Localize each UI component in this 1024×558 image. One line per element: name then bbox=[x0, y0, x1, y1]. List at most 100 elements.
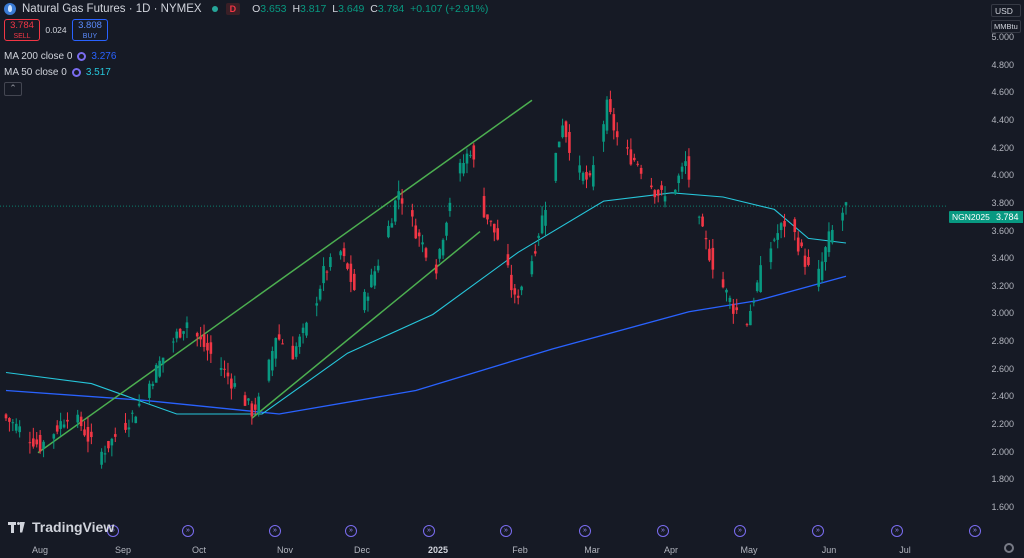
candle-body bbox=[831, 229, 834, 243]
candle-body bbox=[424, 248, 428, 258]
candle-body bbox=[206, 342, 209, 351]
candle-body bbox=[390, 223, 394, 228]
candle-body bbox=[223, 368, 226, 370]
candle-body bbox=[653, 190, 657, 198]
price-plot[interactable] bbox=[0, 0, 948, 540]
tradingview-logo[interactable]: TradingView bbox=[8, 519, 114, 535]
candle-body bbox=[516, 295, 520, 298]
event-marker-icon[interactable]: » bbox=[107, 525, 119, 537]
session-badge[interactable]: D bbox=[225, 3, 241, 15]
ma200-label: MA 200 close 0 bbox=[4, 51, 73, 62]
candle-body bbox=[66, 419, 69, 422]
candle-body bbox=[346, 263, 349, 269]
event-marker-icon[interactable]: » bbox=[734, 525, 746, 537]
candle-body bbox=[554, 152, 558, 181]
candle-body bbox=[230, 378, 233, 389]
event-marker-icon[interactable]: » bbox=[423, 525, 435, 537]
buy-button[interactable]: 3.808 BUY bbox=[72, 19, 108, 41]
candle-body bbox=[759, 265, 762, 293]
candle-body bbox=[52, 434, 56, 439]
candle-body bbox=[151, 383, 155, 386]
settings-icon[interactable] bbox=[77, 52, 87, 61]
candle-body bbox=[202, 334, 206, 347]
price-tick-label: 4.600 bbox=[991, 87, 1014, 98]
candle-body bbox=[510, 274, 513, 291]
candle-body bbox=[277, 334, 281, 340]
candle-body bbox=[103, 453, 107, 455]
event-marker-icon[interactable]: » bbox=[969, 525, 981, 537]
candle-body bbox=[755, 282, 759, 291]
candle-body bbox=[796, 237, 800, 252]
event-marker-icon[interactable]: » bbox=[269, 525, 281, 537]
event-marker-icon[interactable]: » bbox=[345, 525, 357, 537]
unit-button[interactable]: MMBtu bbox=[991, 20, 1021, 33]
candle-body bbox=[520, 286, 523, 291]
price-axis[interactable]: 5.000 4.800 4.600 4.400 4.200 4.000 3.800 3.600… bbox=[948, 0, 1024, 540]
candle-body bbox=[687, 156, 691, 180]
trade-panel: 3.784 SELL 0.024 3.808 BUY bbox=[4, 19, 108, 41]
price-tick-label: 2.400 bbox=[991, 391, 1014, 402]
candle-body bbox=[841, 212, 844, 221]
candle-body bbox=[482, 196, 486, 218]
candle-body bbox=[281, 343, 284, 345]
candle-body bbox=[185, 322, 189, 329]
ma200-legend[interactable]: MA 200 close 0 3.276 bbox=[4, 51, 116, 62]
candle-body bbox=[339, 251, 342, 256]
change-readout: +0.107 (+2.91%) bbox=[410, 3, 489, 15]
event-marker-icon[interactable]: » bbox=[657, 525, 669, 537]
candle-body bbox=[704, 237, 708, 240]
candle-body bbox=[824, 247, 827, 263]
currency-button[interactable]: USD bbox=[991, 4, 1021, 17]
candle-body bbox=[728, 297, 732, 302]
candle-body bbox=[783, 220, 786, 227]
candle-body bbox=[673, 189, 677, 194]
chevron-up-icon[interactable]: ⌃ bbox=[4, 82, 22, 96]
symbol-header[interactable]: Natural Gas Futures · 1D · NYMEX D O3.65… bbox=[4, 3, 488, 15]
event-marker-icon[interactable]: » bbox=[500, 525, 512, 537]
event-marker-icon[interactable]: » bbox=[182, 525, 194, 537]
candle-body bbox=[373, 271, 377, 286]
candle-body bbox=[629, 149, 633, 165]
settings-icon[interactable] bbox=[71, 68, 81, 77]
candle-body bbox=[28, 442, 32, 444]
event-marker-icon[interactable]: » bbox=[891, 525, 903, 537]
candle-body bbox=[469, 155, 472, 157]
event-marker-icon[interactable]: » bbox=[579, 525, 591, 537]
price-tick-label: 3.000 bbox=[991, 308, 1014, 319]
candle-body bbox=[158, 360, 161, 377]
candle-body bbox=[11, 422, 15, 424]
price-tick-label: 2.200 bbox=[991, 419, 1014, 430]
candle-body bbox=[725, 289, 728, 293]
sell-button[interactable]: 3.784 SELL bbox=[4, 19, 40, 41]
gear-icon[interactable] bbox=[1004, 543, 1014, 553]
time-axis[interactable]: Aug Sep Oct Nov Dec 2025 Feb Mar Apr May Jun Jul bbox=[0, 540, 948, 558]
event-marker-icon[interactable]: » bbox=[812, 525, 824, 537]
candle-body bbox=[772, 239, 776, 241]
candle-body bbox=[178, 328, 182, 338]
price-tick-label: 2.000 bbox=[991, 446, 1014, 457]
candle-body bbox=[411, 210, 414, 217]
candle-body bbox=[660, 185, 663, 190]
candle-body bbox=[322, 266, 325, 284]
candle-body bbox=[438, 249, 441, 259]
candle-body bbox=[8, 418, 11, 422]
candle-body bbox=[35, 439, 39, 445]
candle-body bbox=[609, 99, 612, 113]
candle-body bbox=[18, 426, 21, 433]
candle-body bbox=[182, 331, 185, 334]
candle-body bbox=[253, 404, 257, 410]
candle-body bbox=[195, 333, 199, 337]
candle-body bbox=[492, 223, 496, 233]
candle-body bbox=[90, 431, 93, 438]
candle-body bbox=[605, 99, 609, 131]
candle-body bbox=[445, 222, 448, 236]
symbol-title[interactable]: Natural Gas Futures · 1D · NYMEX bbox=[22, 3, 202, 15]
candle-body bbox=[677, 175, 680, 184]
time-tick-label: Dec bbox=[353, 545, 371, 555]
candle-body bbox=[745, 324, 749, 326]
candle-body bbox=[557, 141, 561, 148]
ma50-legend[interactable]: MA 50 close 0 3.517 bbox=[4, 67, 111, 78]
candle-body bbox=[578, 165, 581, 173]
candle-body bbox=[708, 248, 711, 261]
